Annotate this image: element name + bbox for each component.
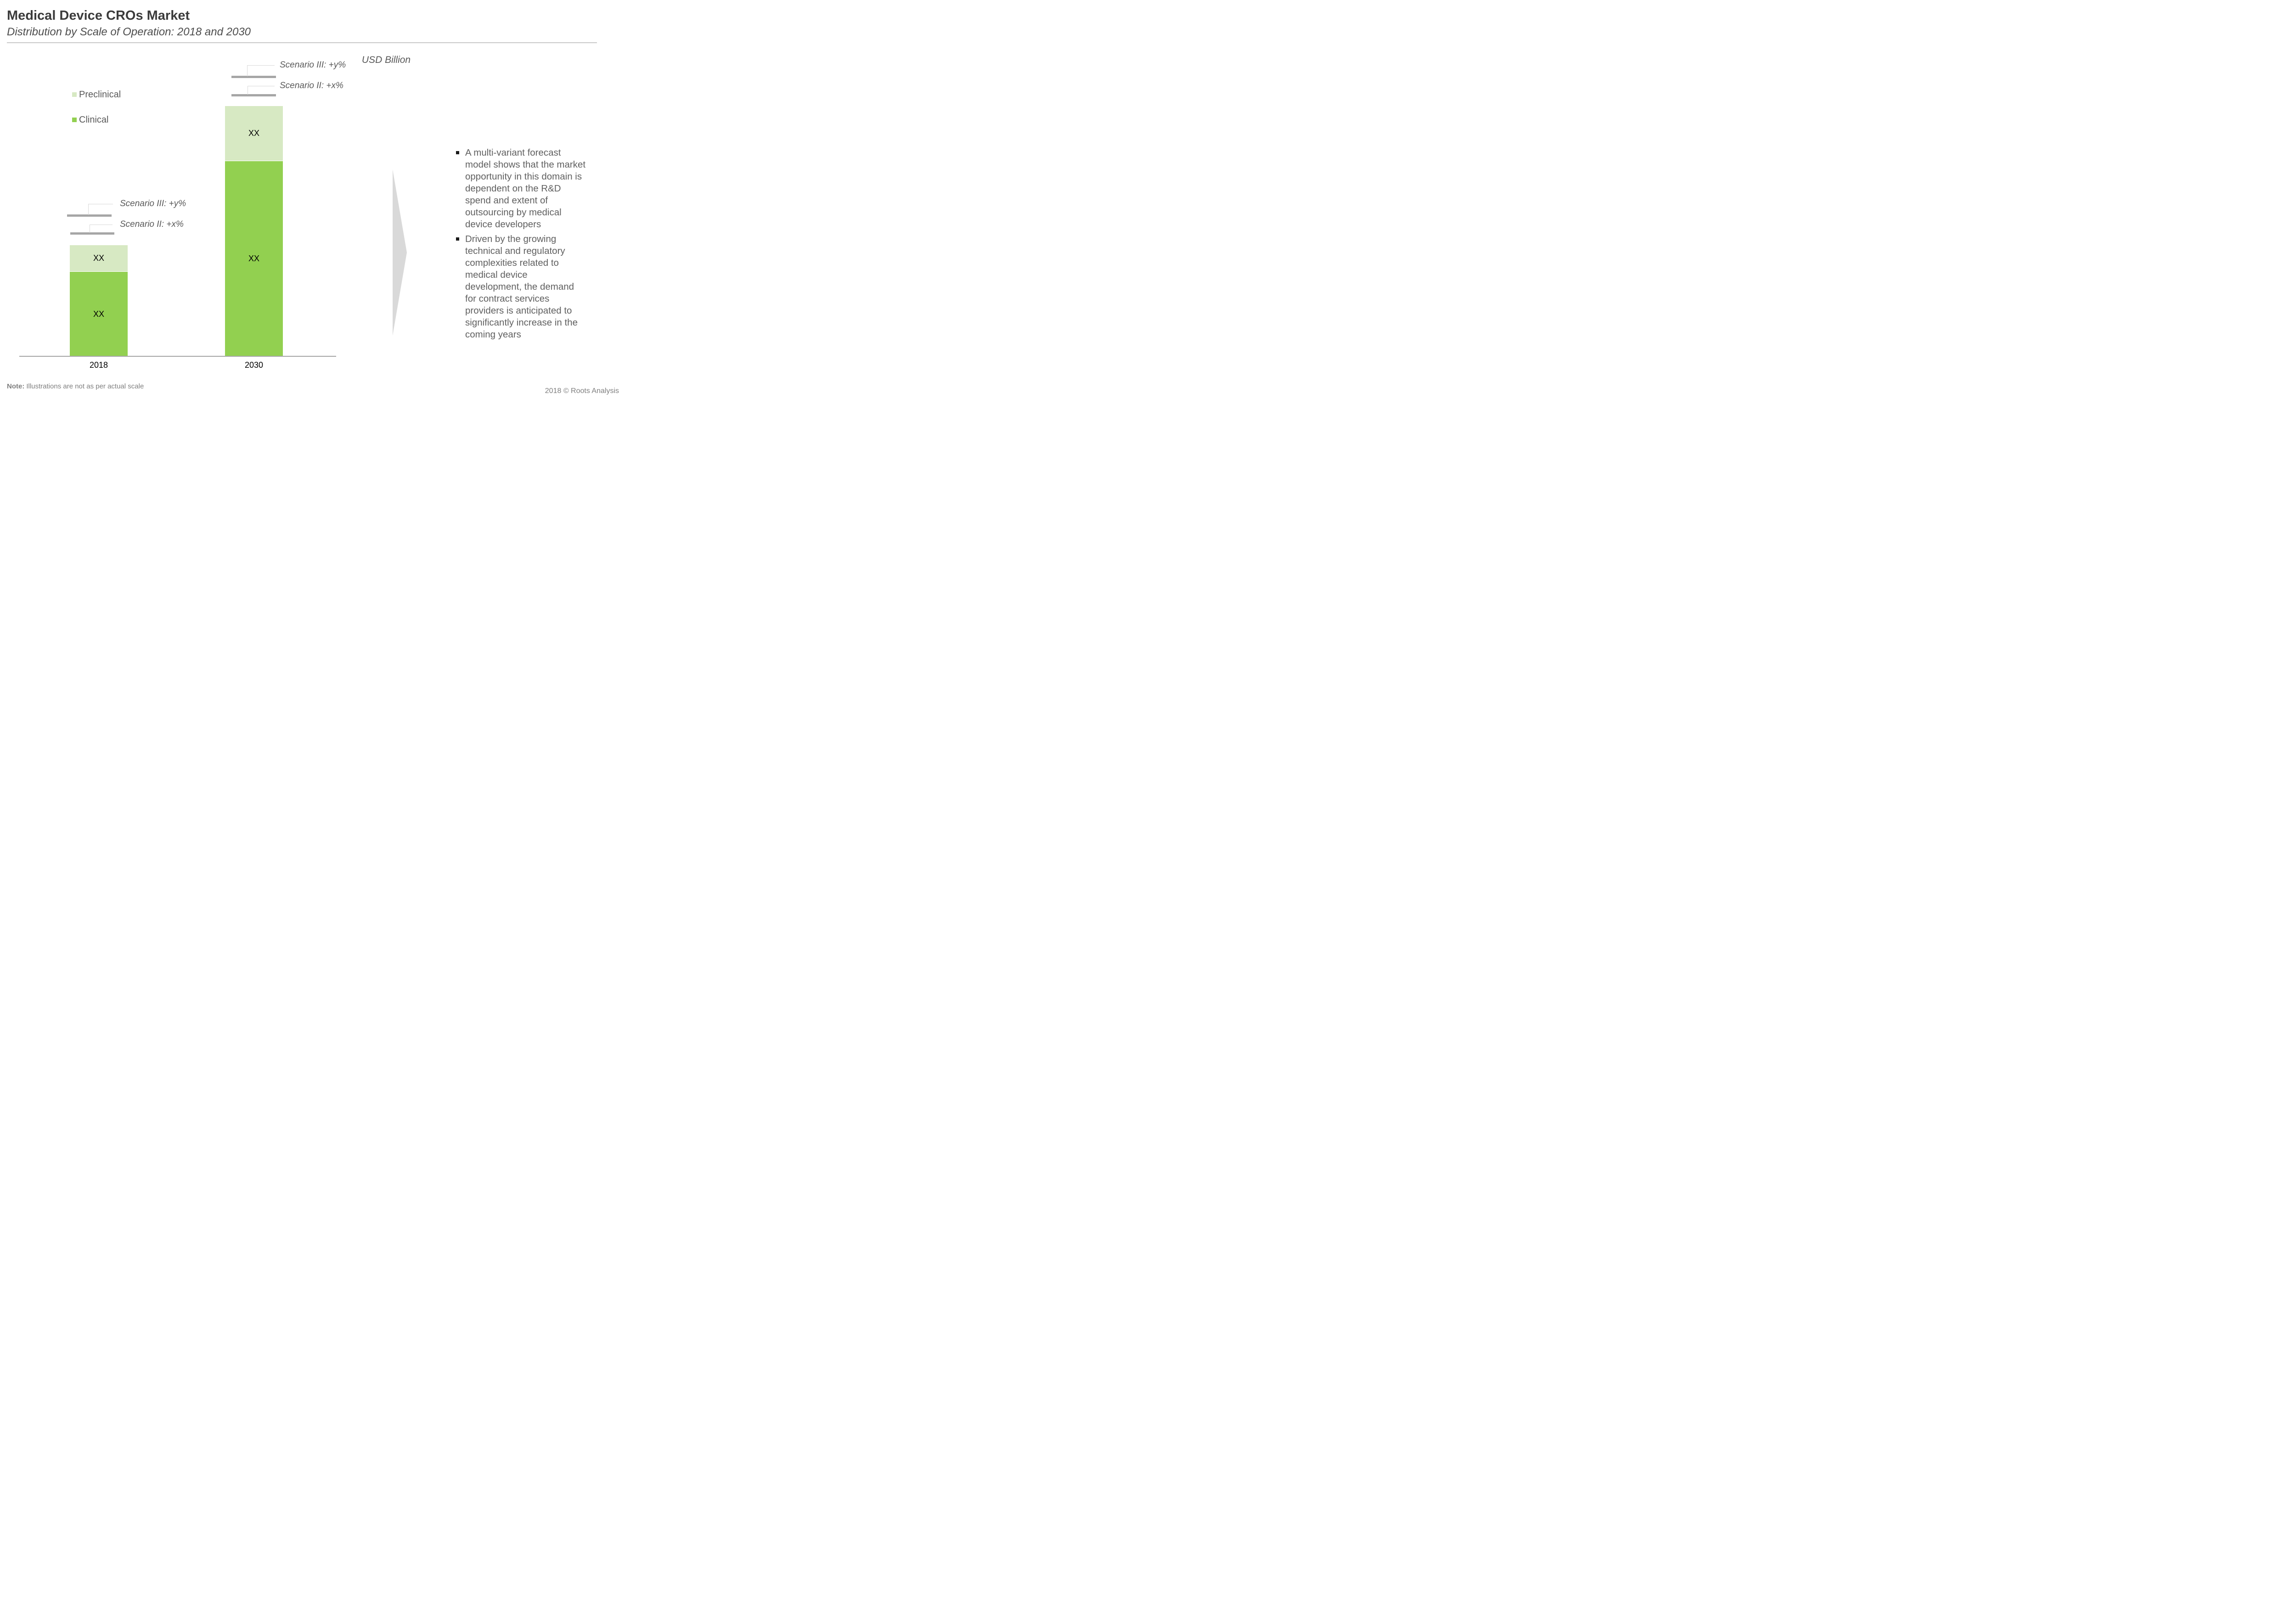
unit-label: USD Billion — [361, 55, 411, 65]
legend-label-preclinical: Preclinical — [79, 90, 121, 100]
scenario-iii-connector-2030 — [247, 65, 275, 66]
bar-2030-clinical: XX — [225, 161, 283, 356]
legend-label-clinical: Clinical — [79, 115, 109, 125]
scenario-ii-label-2018: Scenario II: +x% — [120, 219, 184, 229]
insight-text: Driven by the growing technical and regu… — [465, 234, 578, 340]
legend-swatch-clinical — [72, 118, 77, 122]
scenario-iii-label-2018: Scenario III: +y% — [120, 199, 186, 208]
slide: Medical Device CROs Market Distribution … — [0, 0, 620, 402]
bar-2030-clinical-value: XX — [248, 254, 259, 263]
x-axis-label-2030: 2030 — [244, 360, 264, 370]
list-item: A multi-variant forecast model shows tha… — [456, 147, 603, 230]
scenario-ii-range-bar-2018 — [70, 232, 114, 235]
legend-swatch-preclinical — [72, 92, 77, 97]
bar-2018-preclinical-value: XX — [93, 253, 104, 263]
bar-2030-preclinical-value: XX — [248, 129, 259, 138]
x-axis-line — [19, 356, 336, 357]
insights-panel: A multi-variant forecast model shows tha… — [456, 147, 603, 341]
scenario-iii-label-2030: Scenario III: +y% — [280, 60, 346, 70]
bar-2018-preclinical: XX — [70, 245, 128, 272]
bullet-square-icon — [456, 151, 459, 154]
footnote-text: Illustrations are not as per actual scal… — [26, 382, 144, 390]
bullet-square-icon — [456, 237, 459, 241]
scenario-iii-range-bar-2030 — [231, 76, 276, 78]
footnote-label: Note: — [7, 382, 25, 390]
scenario-iii-connector-drop-2018 — [88, 204, 89, 215]
x-axis-label-2018: 2018 — [89, 360, 108, 370]
bar-2030-preclinical: XX — [225, 106, 283, 161]
right-arrow-shape — [393, 169, 407, 336]
insight-text: A multi-variant forecast model shows tha… — [465, 147, 586, 230]
scenario-ii-label-2030: Scenario II: +x% — [280, 81, 343, 90]
copyright: 2018 © Roots Analysis — [545, 387, 619, 395]
scenario-iii-connector-drop-2030 — [247, 65, 248, 76]
header-divider — [7, 42, 597, 43]
list-item: Driven by the growing technical and regu… — [456, 233, 603, 341]
page-subtitle: Distribution by Scale of Operation: 2018… — [7, 26, 251, 38]
scenario-iii-range-bar-2018 — [67, 214, 112, 217]
page-title: Medical Device CROs Market — [7, 8, 190, 23]
bar-2018-clinical-value: XX — [93, 309, 104, 319]
footnote: Note: Illustrations are not as per actual… — [7, 382, 144, 390]
bar-2018-clinical: XX — [70, 272, 128, 356]
scenario-ii-range-bar-2030 — [231, 94, 276, 96]
